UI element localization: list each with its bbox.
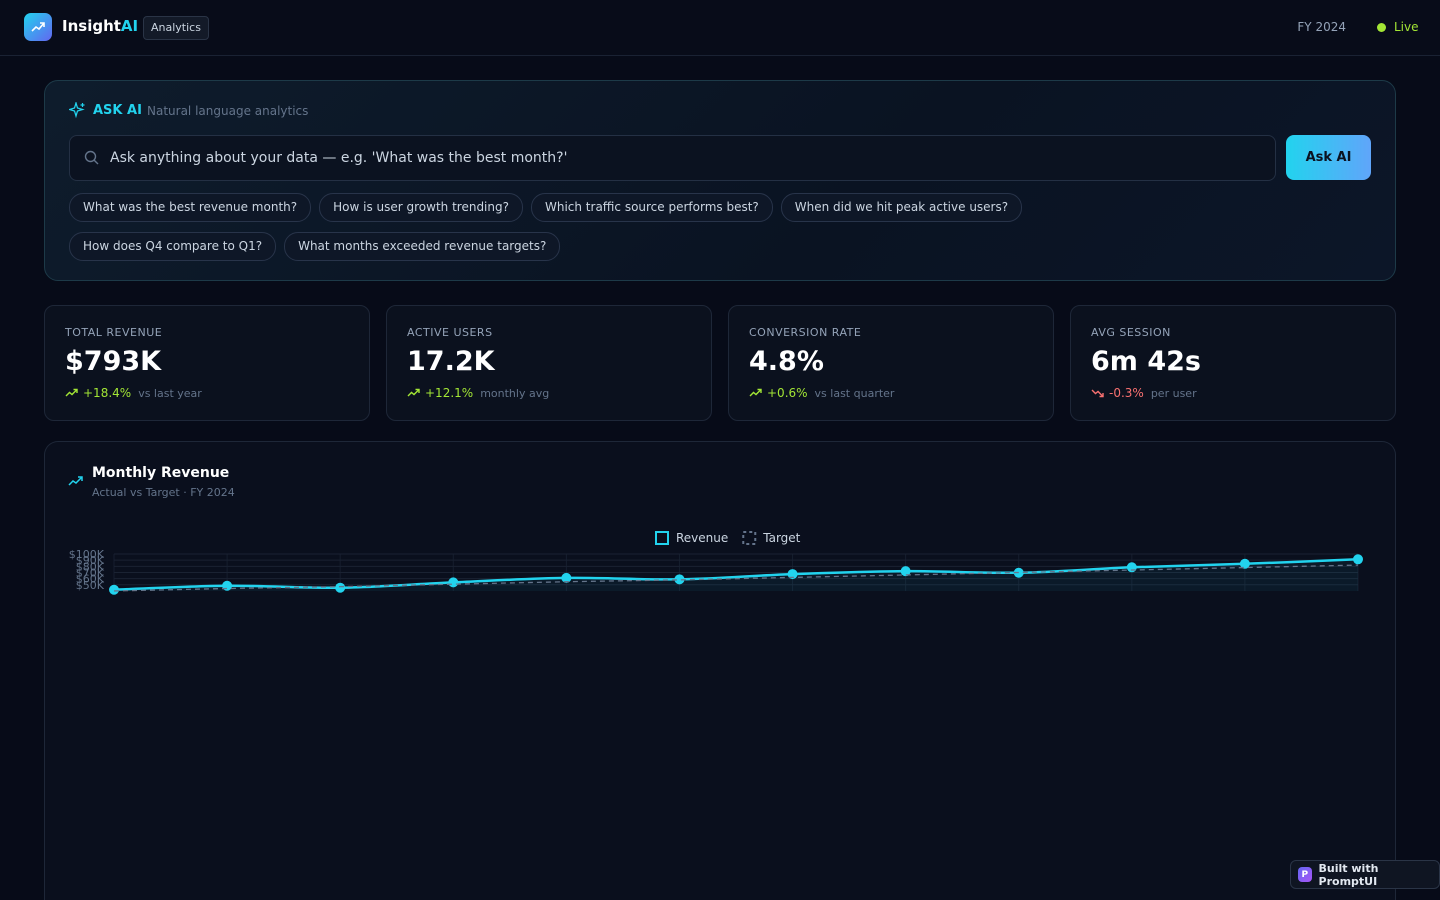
point: [1239, 558, 1250, 569]
kpi-delta-value: +18.4%: [83, 386, 132, 400]
ask-button[interactable]: Ask AI: [1286, 135, 1371, 180]
kpi-card: CONVERSION RATE 4.8% +0.6% vs last quarter: [728, 305, 1054, 421]
suggestion-chip[interactable]: How is user growth trending?: [319, 193, 523, 222]
suggestion-chip[interactable]: Which traffic source performs best?: [530, 193, 773, 222]
kpi-card: AVG SESSION 6m 42s -0.3% per user: [1070, 305, 1396, 421]
kpi-value: $793K: [65, 346, 162, 377]
kpi-delta-value: +0.6%: [767, 386, 808, 400]
section-badge: Analytics: [143, 16, 209, 40]
kpi-note: vs last quarter: [814, 386, 895, 400]
chart-icon: [68, 476, 83, 486]
chart: $50K$60K$70K$80K$90K$100K Revenue Target: [69, 531, 1363, 595]
y-tick-label: $90K: [76, 554, 105, 567]
y-tick-label: $50K: [76, 579, 105, 592]
y-tick-label: $60K: [76, 573, 105, 586]
sparkle-icon: [69, 102, 85, 119]
legend-label: Revenue: [676, 531, 728, 545]
kpi-label: CONVERSION RATE: [749, 326, 862, 339]
brand: InsightAI: [62, 17, 138, 35]
search-icon: [84, 150, 99, 165]
chart-subtitle: Actual vs Target · FY 2024: [92, 486, 235, 499]
kpi-label: AVG SESSION: [1091, 326, 1171, 339]
live-dot: [1377, 23, 1386, 32]
legend-swatch: [742, 531, 757, 545]
kpi-delta: -0.3% per user: [1091, 386, 1197, 400]
kpi-card: TOTAL REVENUE $793K +18.4% vs last year: [44, 305, 370, 421]
top-bar: InsightAI Analytics FY 2024 Live: [0, 0, 1440, 56]
trend-icon: [65, 388, 78, 397]
kpi-value: 4.8%: [749, 346, 824, 377]
query-input[interactable]: Ask anything about your data — e.g. 'Wha…: [69, 135, 1276, 181]
brand-name: Insight: [62, 17, 121, 35]
target-line: [113, 564, 1359, 592]
kpi-delta-value: +12.1%: [425, 386, 474, 400]
ask-ai-panel: ASK AI Natural language analytics Ask an…: [44, 80, 1396, 281]
point: [674, 574, 685, 585]
kpi-delta: +0.6% vs last quarter: [749, 386, 894, 400]
suggestion-chip[interactable]: When did we hit peak active users?: [780, 193, 1023, 222]
kpi-label: TOTAL REVENUE: [65, 326, 163, 339]
brand-accent: AI: [120, 17, 139, 35]
kpi-note: vs last year: [138, 386, 202, 400]
trend-icon: [749, 388, 762, 397]
badge-text: Built with PromptUI: [1318, 861, 1379, 888]
kpi-value: 17.2K: [407, 346, 495, 377]
suggestion-chip[interactable]: What was the best revenue month?: [69, 193, 312, 222]
kpi-value: 6m 42s: [1091, 346, 1201, 377]
y-tick-label: $80K: [76, 560, 105, 573]
point: [448, 577, 459, 588]
legend-label: Target: [762, 531, 800, 545]
kpi-card: ACTIVE USERS 17.2K +12.1% monthly avg: [386, 305, 712, 421]
area: [114, 559, 1358, 591]
logo-icon: [31, 22, 45, 32]
chart-card: Monthly Revenue Actual vs Target · FY 20…: [44, 441, 1396, 900]
live-status: Live: [1394, 20, 1419, 34]
point: [900, 566, 911, 577]
kpi-note: monthly avg: [480, 386, 550, 400]
built-with-badge[interactable]: P Built with PromptUI: [1290, 860, 1440, 889]
kpi-note: per user: [1150, 386, 1197, 400]
query-placeholder: Ask anything about your data — e.g. 'Wha…: [110, 150, 568, 166]
point: [222, 580, 233, 591]
point: [561, 572, 572, 583]
period: FY 2024: [1297, 20, 1346, 34]
point: [109, 584, 119, 595]
y-tick-label: $70K: [76, 566, 105, 579]
point: [787, 569, 798, 580]
ask-ai-subtitle: Natural language analytics: [147, 104, 309, 118]
chart-title: Monthly Revenue: [92, 465, 230, 481]
trend-icon: [407, 388, 420, 397]
kpi-delta-value: -0.3%: [1109, 386, 1144, 400]
suggestion-chip[interactable]: What months exceeded revenue targets?: [284, 232, 561, 261]
kpi-delta: +18.4% vs last year: [65, 386, 202, 400]
kpi-label: ACTIVE USERS: [407, 326, 493, 339]
legend-swatch: [655, 531, 669, 545]
ask-ai-title: ASK AI: [93, 103, 142, 118]
point: [1126, 562, 1137, 573]
trend-icon: [1091, 389, 1104, 398]
kpi-delta: +12.1% monthly avg: [407, 386, 549, 400]
y-tick-label: $100K: [69, 548, 105, 561]
point: [335, 582, 346, 593]
revenue-line: [113, 558, 1359, 591]
logo[interactable]: [24, 13, 52, 41]
suggestions: What was the best revenue month? How is u…: [69, 193, 1169, 261]
suggestion-chip[interactable]: How does Q4 compare to Q1?: [69, 232, 277, 261]
badge-icon: P: [1298, 867, 1312, 882]
point: [1353, 554, 1363, 565]
